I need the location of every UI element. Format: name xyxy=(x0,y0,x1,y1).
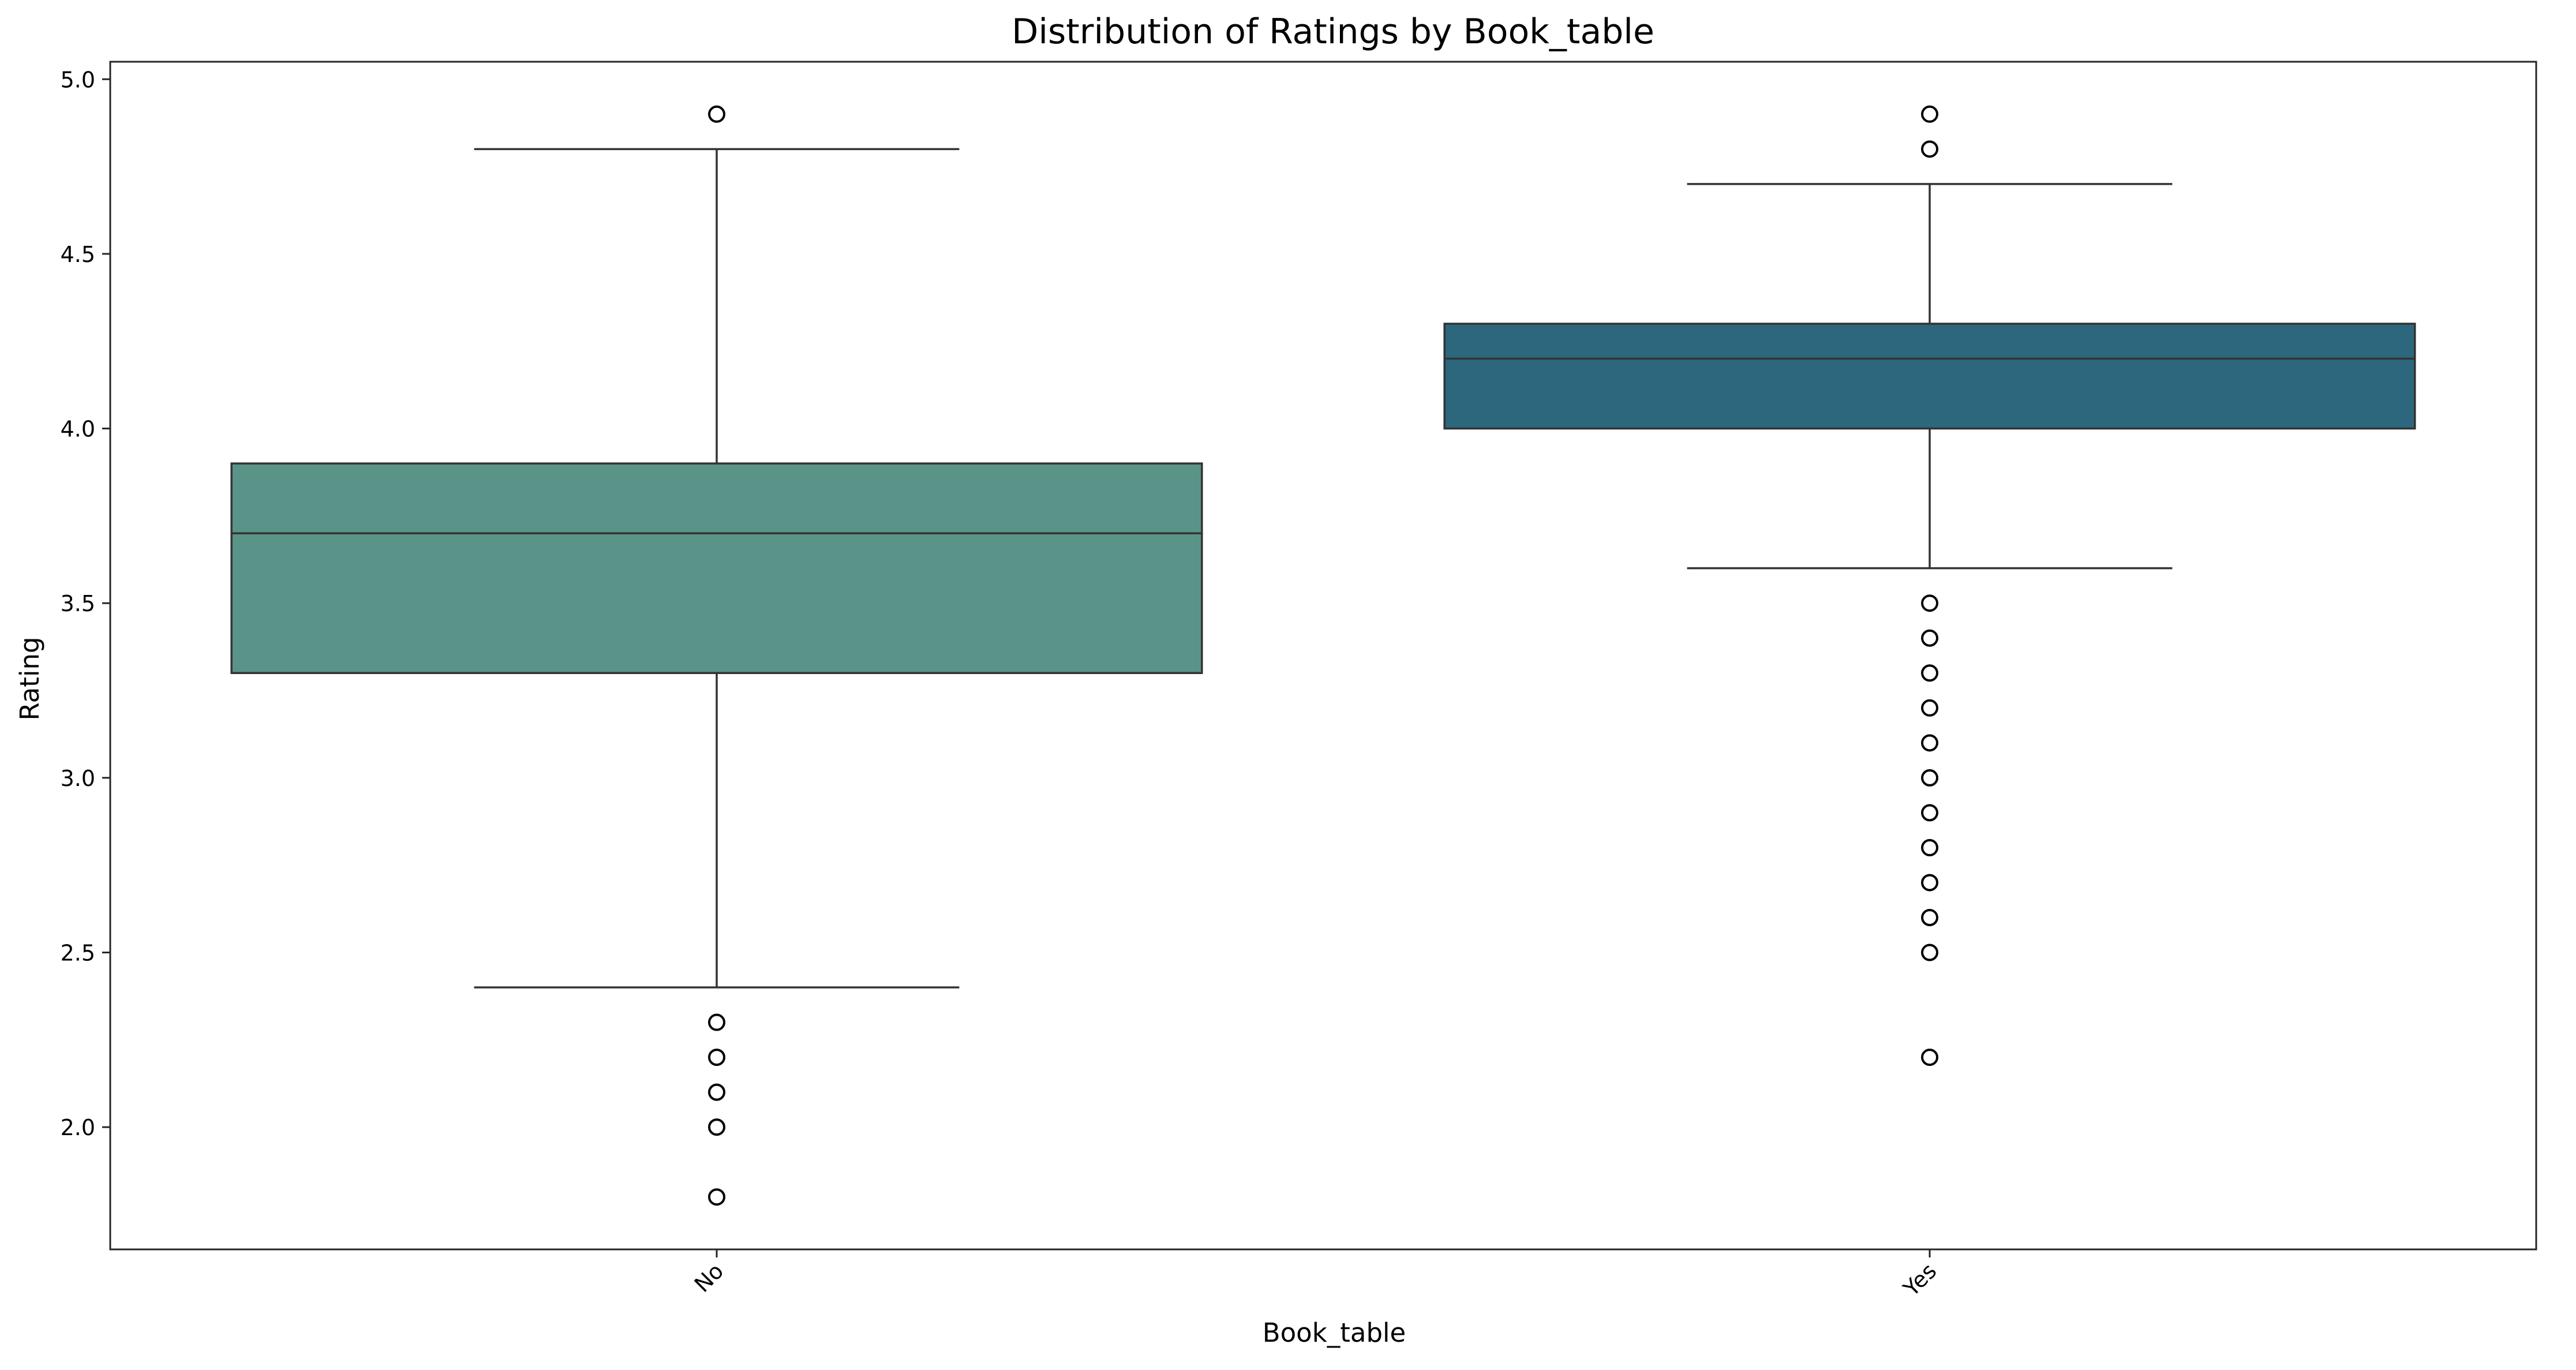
y-tick-label: 2.0 xyxy=(61,1115,95,1140)
y-tick-label: 4.0 xyxy=(61,417,95,442)
outlier-point xyxy=(1921,769,1938,787)
outlier-point xyxy=(1921,908,1938,926)
y-tick-label: 3.5 xyxy=(61,591,95,616)
x-axis-label: Book_table xyxy=(1263,1317,1406,1348)
y-axis-label: Rating xyxy=(14,637,45,720)
outlier-point xyxy=(708,1188,725,1206)
outlier-point xyxy=(1921,594,1938,612)
outlier-point xyxy=(708,1013,725,1031)
x-tick-label: Yes xyxy=(1898,1258,1941,1301)
outlier-point xyxy=(1921,1049,1938,1066)
box-group xyxy=(230,105,1203,1206)
outlier-point xyxy=(1921,944,1938,961)
outlier-point xyxy=(1921,874,1938,892)
chart-title: Distribution of Ratings by Book_table xyxy=(1012,12,1654,52)
plot-area-frame xyxy=(109,61,2537,1251)
y-tick-label: 4.5 xyxy=(61,242,95,267)
y-tick-label: 2.5 xyxy=(61,941,95,966)
box-series xyxy=(230,105,2416,1206)
outlier-point xyxy=(1921,804,1938,822)
y-tick-label: 3.0 xyxy=(61,766,95,791)
outlier-point xyxy=(1921,664,1938,682)
x-tick-label: No xyxy=(690,1258,729,1297)
box-iqr xyxy=(230,462,1203,675)
box-group xyxy=(1443,105,2416,1066)
outlier-point xyxy=(708,1118,725,1136)
outlier-point xyxy=(1921,629,1938,647)
y-axis: 2.0 2.5 3.0 3.5 4.0 4.5 5.0 xyxy=(61,67,110,1140)
outlier-point xyxy=(708,1083,725,1101)
box-iqr xyxy=(1443,323,2416,430)
outlier-point xyxy=(708,1049,725,1066)
outlier-point xyxy=(1921,105,1938,123)
outlier-point xyxy=(1921,140,1938,158)
outlier-point xyxy=(1921,699,1938,717)
outlier-point xyxy=(1921,734,1938,752)
y-tick-label: 5.0 xyxy=(61,67,95,92)
outlier-point xyxy=(1921,839,1938,856)
outlier-point xyxy=(708,105,725,123)
x-axis: No Yes xyxy=(690,1249,1941,1301)
